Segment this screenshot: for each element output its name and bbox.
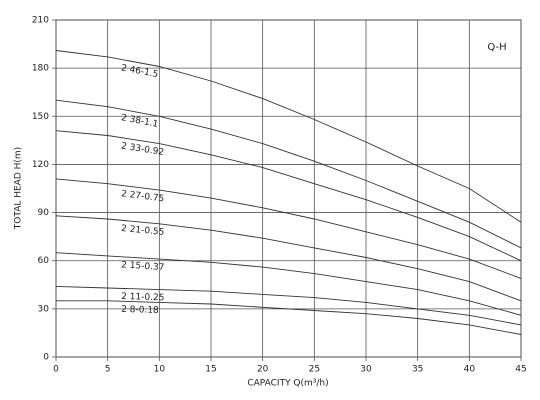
curve-label: 2 38-1.1 xyxy=(120,113,159,130)
pump-curve xyxy=(55,285,522,326)
x-tick-label: 30 xyxy=(360,365,372,375)
pump-curve xyxy=(55,99,522,249)
pump-curve xyxy=(56,300,522,335)
x-tick-label: 0 xyxy=(53,365,59,375)
x-axis-label: CAPACITY Q(m³/h) xyxy=(247,379,328,389)
pump-curve xyxy=(55,178,522,279)
y-tick-label: 30 xyxy=(38,304,50,314)
curve-label: 2 11-0.25 xyxy=(121,292,165,303)
y-tick-label: 180 xyxy=(32,64,49,74)
curve-label: 2 27-0.75 xyxy=(120,189,164,204)
y-tick-label: 150 xyxy=(32,112,49,122)
pump-curve xyxy=(55,215,522,302)
x-tick-label: 25 xyxy=(309,365,320,375)
x-tick-label: 20 xyxy=(257,365,269,375)
x-tick-label: 10 xyxy=(154,365,166,375)
y-tick-label: 0 xyxy=(43,353,49,363)
curve-label: 2 8-0.18 xyxy=(121,305,159,316)
x-tick-label: 45 xyxy=(515,365,526,375)
curve-label: 2 15-0.37 xyxy=(121,260,165,273)
y-tick-label: 210 xyxy=(32,16,49,26)
curve-label: 2 21-0.55 xyxy=(121,224,165,238)
x-tick-label: 5 xyxy=(105,365,111,375)
x-tick-label: 35 xyxy=(412,365,423,375)
curve-label: 2 46-1.5 xyxy=(120,63,159,80)
x-tick-label: 15 xyxy=(205,365,216,375)
y-tick-label: 60 xyxy=(38,256,50,266)
y-axis-label: TOTAL HEAD H(m) xyxy=(14,147,24,230)
curve-label: 2 33-0.92 xyxy=(120,142,164,159)
pump-curve xyxy=(55,252,522,316)
y-tick-label: 90 xyxy=(38,208,50,218)
pump-curve xyxy=(55,50,522,223)
pump-curve xyxy=(55,130,522,262)
chart-title: Q-H xyxy=(487,42,506,53)
y-tick-label: 120 xyxy=(32,160,49,170)
x-tick-label: 40 xyxy=(464,365,476,375)
